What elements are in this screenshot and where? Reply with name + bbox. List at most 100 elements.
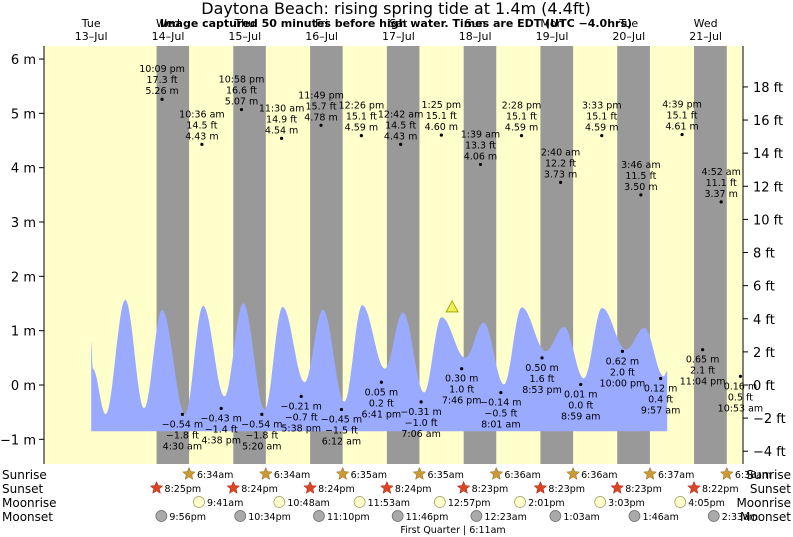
- sunrise-row-label-right: Sunrise: [746, 468, 791, 482]
- low-tide-point: [659, 376, 663, 381]
- high-tide-time: 11:49 pm: [298, 90, 344, 101]
- moonset-icon: [234, 510, 247, 522]
- day-of-week: Sat: [389, 17, 408, 30]
- high-tide-point: [519, 134, 524, 138]
- chart-title: Daytona Beach: rising spring tide at 1.4…: [201, 0, 590, 18]
- low-tide-time: 10:53 am: [718, 403, 763, 414]
- low-tide-meters: −0.45 m: [321, 414, 362, 425]
- high-tide-feet: 15.1 ft: [346, 112, 377, 123]
- high-tide-feet: 14.5 ft: [385, 120, 416, 131]
- high-tide-feet: 11.1 ft: [706, 178, 737, 189]
- high-tide-meters: 4.59 m: [505, 123, 538, 134]
- right-axis-tick-label: 12 ft: [753, 180, 783, 195]
- high-tide-time: 2:28 pm: [502, 101, 542, 112]
- sunset-icon: [456, 480, 471, 494]
- moonrise-icon: [514, 496, 526, 508]
- high-tide-meters: 4.59 m: [585, 123, 618, 134]
- right-axis-tick-label: 6 ft: [753, 280, 775, 295]
- moonset-time: 2:33am: [722, 512, 758, 523]
- date-label: 15–Jul: [228, 30, 261, 43]
- moonset-time: 9:56pm: [169, 512, 206, 523]
- high-tide-meters: 4.59 m: [345, 123, 378, 134]
- left-axis-tick-label: 1 m: [11, 325, 36, 340]
- low-tide-feet: −1.4 ft: [205, 424, 238, 435]
- sunset-icon: [149, 480, 164, 494]
- high-tide-meters: 5.07 m: [225, 97, 258, 108]
- low-tide-time: 5:38 pm: [281, 423, 321, 434]
- sunset-icon: [303, 480, 317, 494]
- low-tide-feet: 1.6 ft: [530, 374, 555, 385]
- moonset-icon: [628, 510, 641, 522]
- high-tide-meters: 4.43 m: [185, 131, 218, 142]
- high-tide-meters: 3.50 m: [624, 182, 657, 193]
- current-tide-marker: [445, 300, 459, 313]
- right-axis-tick-label: 0 ft: [753, 379, 775, 394]
- sunset-row-label-right: Sunset: [750, 482, 791, 496]
- high-tide-meters: 3.37 m: [704, 189, 737, 200]
- sunrise-time: 6:36am: [504, 470, 540, 481]
- day-of-week: Fri: [315, 17, 328, 30]
- low-tide-meters: 0.12 m: [644, 383, 677, 394]
- high-tide-feet: 17.3 ft: [147, 75, 178, 86]
- low-tide-meters: 0.62 m: [606, 356, 639, 367]
- low-tide-time: 8:01 am: [481, 420, 520, 431]
- low-tide-point: [620, 349, 625, 353]
- sunrise-row-label-left: Sunrise: [2, 468, 47, 482]
- moonrise-time: 2:01pm: [528, 498, 565, 509]
- left-axis-tick-label: 2 m: [11, 270, 36, 285]
- moonrise-time: 12:57pm: [448, 498, 491, 509]
- moonrise-time: 10:48am: [287, 498, 329, 509]
- low-tide-point: [460, 367, 464, 371]
- low-tide-feet: 0.2 ft: [369, 398, 394, 409]
- low-tide-point: [180, 412, 184, 416]
- low-tide-time: 7:06 am: [401, 429, 440, 440]
- high-tide-point: [399, 142, 403, 146]
- moonset-icon: [155, 510, 168, 522]
- high-tide-time: 12:42 am: [378, 109, 423, 120]
- chart-subtitle: Image captured 50 minutes before high wa…: [160, 17, 632, 30]
- high-tide-meters: 4.06 m: [464, 151, 497, 162]
- sunset-icon: [610, 480, 625, 494]
- low-tide-meters: 0.01 m: [564, 389, 597, 400]
- high-tide-point: [639, 193, 643, 197]
- left-axis-tick-label: 5 m: [11, 107, 36, 122]
- low-tide-time: 11:04 pm: [680, 377, 726, 388]
- low-tide-feet: 0.5 ft: [728, 392, 753, 403]
- right-axis-tick-label: −2 ft: [753, 412, 786, 427]
- low-tide-meters: −0.31 m: [400, 407, 441, 418]
- high-tide-time: 11:30 am: [259, 103, 304, 114]
- left-axis-tick-label: −1 m: [0, 433, 36, 448]
- date-label: 14–Jul: [152, 30, 185, 43]
- moonset-icon: [391, 510, 404, 522]
- low-tide-point: [701, 348, 705, 352]
- plot-area: [44, 46, 743, 464]
- low-tide-feet: −1.5 ft: [325, 425, 358, 436]
- high-tide-feet: 15.1 ft: [667, 111, 698, 122]
- low-tide-meters: −0.54 m: [241, 419, 282, 430]
- right-axis-tick-label: 2 ft: [753, 346, 775, 361]
- moonset-row-label-right: Moonset: [740, 510, 791, 524]
- high-tide-feet: 15.7 ft: [305, 101, 336, 112]
- low-tide-time: 7:46 pm: [442, 396, 482, 407]
- high-tide-time: 1:39 am: [461, 129, 500, 140]
- moonset-icon: [313, 510, 325, 522]
- low-tide-meters: 0.30 m: [445, 374, 478, 385]
- sun-moon-rows: Sunrise Sunset Moonrise Moonset Sunrise …: [2, 466, 791, 536]
- low-tide-meters: 0.50 m: [525, 363, 558, 374]
- high-tide-time: 1:25 pm: [422, 100, 462, 111]
- high-tide-time: 3:33 pm: [582, 101, 622, 112]
- low-tide-feet: 2.1 ft: [690, 366, 715, 377]
- tide-curve: [91, 299, 668, 440]
- day-of-week: Tue: [618, 17, 638, 30]
- left-axis-tick-label: 4 m: [11, 162, 36, 177]
- high-tide-point: [680, 132, 684, 137]
- low-tide-feet: 0.0 ft: [568, 400, 593, 411]
- high-tide-feet: 14.5 ft: [186, 120, 217, 131]
- low-tide-time: 6:41 pm: [362, 409, 402, 420]
- low-tide-time: 5:20 am: [242, 441, 281, 452]
- high-tide-time: 10:09 pm: [139, 64, 185, 75]
- sunrise-time: 6:38am: [735, 470, 771, 481]
- moonset-icon: [470, 510, 483, 522]
